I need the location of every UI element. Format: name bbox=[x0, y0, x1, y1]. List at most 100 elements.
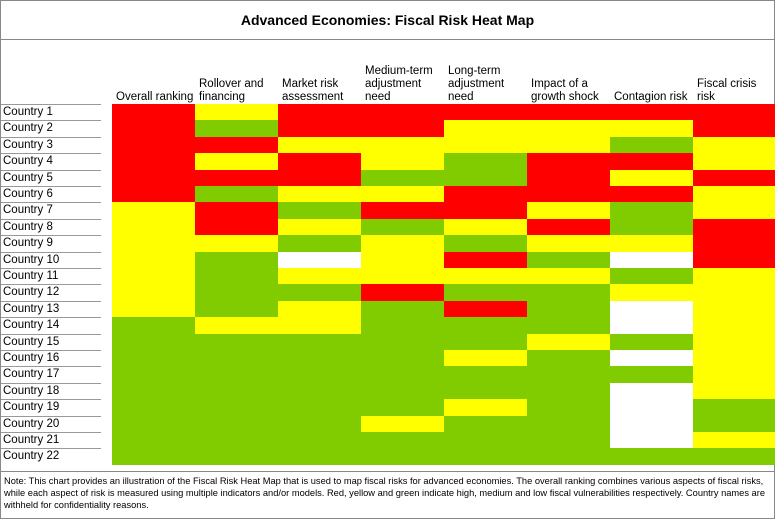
row-header: Country 4 bbox=[1, 153, 101, 169]
cell bbox=[527, 284, 610, 302]
cell bbox=[112, 399, 195, 417]
cell bbox=[693, 169, 775, 187]
cell bbox=[527, 251, 610, 269]
cell bbox=[112, 382, 195, 400]
cell bbox=[112, 235, 195, 253]
cell bbox=[361, 415, 444, 433]
cell bbox=[112, 448, 195, 466]
cell bbox=[195, 186, 278, 203]
cell bbox=[278, 333, 361, 351]
cell bbox=[610, 333, 693, 351]
cell bbox=[610, 366, 693, 384]
cell bbox=[444, 202, 527, 220]
cell bbox=[112, 186, 195, 203]
cell bbox=[361, 153, 444, 171]
cell bbox=[444, 284, 527, 302]
cell bbox=[693, 251, 775, 269]
cell bbox=[610, 432, 693, 449]
cell bbox=[444, 235, 527, 253]
cell bbox=[112, 432, 195, 449]
cell bbox=[112, 415, 195, 433]
cell bbox=[444, 120, 527, 138]
cell bbox=[361, 399, 444, 417]
cell bbox=[112, 120, 195, 138]
cell bbox=[278, 235, 361, 253]
cell bbox=[195, 366, 278, 384]
row-header: Country 12 bbox=[1, 284, 101, 300]
cell bbox=[278, 153, 361, 171]
cell bbox=[610, 218, 693, 236]
cell bbox=[444, 448, 527, 466]
cell bbox=[610, 284, 693, 302]
cell bbox=[527, 350, 610, 367]
cell bbox=[610, 350, 693, 367]
column-header: Long-term adjustment need bbox=[448, 65, 505, 103]
cell bbox=[361, 284, 444, 302]
cell bbox=[693, 399, 775, 417]
cell bbox=[278, 399, 361, 417]
row-header: Country 16 bbox=[1, 350, 101, 366]
cell bbox=[693, 415, 775, 433]
cell bbox=[361, 251, 444, 269]
cell bbox=[610, 317, 693, 335]
row-header: Country 6 bbox=[1, 186, 101, 202]
cell bbox=[195, 202, 278, 220]
cell bbox=[361, 333, 444, 351]
cell bbox=[444, 399, 527, 417]
title: Advanced Economies: Fiscal Risk Heat Map bbox=[1, 1, 774, 40]
cell bbox=[361, 218, 444, 236]
cell bbox=[361, 104, 444, 121]
cell bbox=[195, 235, 278, 253]
cell bbox=[278, 120, 361, 138]
cell bbox=[278, 284, 361, 302]
cell bbox=[693, 153, 775, 171]
cell bbox=[527, 415, 610, 433]
cell bbox=[195, 104, 278, 121]
cell bbox=[112, 136, 195, 154]
cell bbox=[361, 136, 444, 154]
cell bbox=[278, 382, 361, 400]
cell bbox=[195, 448, 278, 466]
cell bbox=[195, 317, 278, 335]
cell bbox=[112, 169, 195, 187]
cell bbox=[527, 218, 610, 236]
cell bbox=[610, 382, 693, 400]
cell bbox=[610, 448, 693, 466]
cell bbox=[527, 120, 610, 138]
cell bbox=[693, 104, 775, 121]
cell bbox=[112, 284, 195, 302]
cell bbox=[278, 317, 361, 335]
column-header: Contagion risk bbox=[614, 91, 688, 103]
cell bbox=[278, 350, 361, 367]
cell bbox=[610, 186, 693, 203]
cell bbox=[610, 399, 693, 417]
cell bbox=[444, 153, 527, 171]
cell bbox=[527, 432, 610, 449]
cell bbox=[361, 300, 444, 318]
cell bbox=[195, 169, 278, 187]
cell bbox=[527, 104, 610, 121]
cell bbox=[112, 333, 195, 351]
cell bbox=[278, 300, 361, 318]
cell bbox=[444, 415, 527, 433]
cell bbox=[693, 317, 775, 335]
cell bbox=[112, 202, 195, 220]
cell bbox=[195, 268, 278, 285]
column-header: Market risk assessment bbox=[282, 78, 344, 103]
cell bbox=[527, 382, 610, 400]
cell bbox=[610, 268, 693, 285]
cell bbox=[693, 268, 775, 285]
cell bbox=[278, 448, 361, 466]
cell bbox=[278, 366, 361, 384]
cell bbox=[444, 366, 527, 384]
cell bbox=[693, 202, 775, 220]
column-header: Impact of a growth shock bbox=[531, 78, 599, 103]
row-header: Country 14 bbox=[1, 317, 101, 333]
cell bbox=[361, 169, 444, 187]
cell bbox=[361, 366, 444, 384]
cell bbox=[112, 218, 195, 236]
cell bbox=[361, 350, 444, 367]
cell bbox=[444, 333, 527, 351]
cell bbox=[610, 202, 693, 220]
cell bbox=[527, 268, 610, 285]
